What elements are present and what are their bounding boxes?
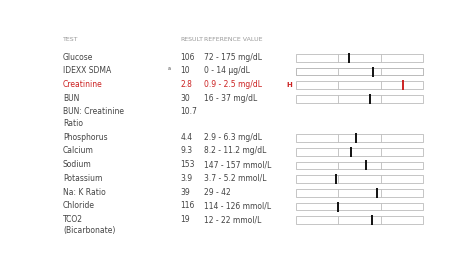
Text: 10: 10 xyxy=(181,66,190,75)
Text: 2.8: 2.8 xyxy=(181,80,192,89)
Text: Potassium: Potassium xyxy=(63,174,102,183)
Text: 3.9: 3.9 xyxy=(181,174,192,183)
Bar xyxy=(296,134,423,142)
Text: 10.7: 10.7 xyxy=(181,107,197,117)
Text: 8.2 - 11.2 mg/dL: 8.2 - 11.2 mg/dL xyxy=(204,146,267,155)
Text: RESULT: RESULT xyxy=(181,37,203,42)
Text: 2.9 - 6.3 mg/dL: 2.9 - 6.3 mg/dL xyxy=(204,133,262,142)
Text: 116: 116 xyxy=(181,201,195,210)
Bar xyxy=(296,162,423,169)
Text: Calcium: Calcium xyxy=(63,146,94,155)
Text: TEST: TEST xyxy=(63,37,78,42)
Text: 0.9 - 2.5 mg/dL: 0.9 - 2.5 mg/dL xyxy=(204,80,262,89)
Text: Creatinine: Creatinine xyxy=(63,80,103,89)
Text: Phosphorus: Phosphorus xyxy=(63,133,108,142)
Text: 30: 30 xyxy=(181,94,190,103)
Text: TCO2
(Bicarbonate): TCO2 (Bicarbonate) xyxy=(63,215,115,235)
Text: 29 - 42: 29 - 42 xyxy=(204,188,231,196)
Text: 39: 39 xyxy=(181,188,190,196)
Text: 72 - 175 mg/dL: 72 - 175 mg/dL xyxy=(204,53,262,62)
Text: BUN: BUN xyxy=(63,94,79,103)
Text: 4.4: 4.4 xyxy=(181,133,192,142)
Bar xyxy=(296,216,423,224)
Text: 12 - 22 mmol/L: 12 - 22 mmol/L xyxy=(204,215,262,224)
Bar xyxy=(296,81,423,89)
Text: 9.3: 9.3 xyxy=(181,146,192,155)
Text: 106: 106 xyxy=(181,53,195,62)
Bar xyxy=(296,68,423,75)
Text: a: a xyxy=(168,66,171,71)
Text: Na: K Ratio: Na: K Ratio xyxy=(63,188,106,196)
Bar xyxy=(296,68,338,75)
Text: Chloride: Chloride xyxy=(63,201,95,210)
Text: 0 - 14 μg/dL: 0 - 14 μg/dL xyxy=(204,66,250,75)
Text: BUN: Creatinine
Ratio: BUN: Creatinine Ratio xyxy=(63,107,124,128)
Text: Glucose: Glucose xyxy=(63,53,93,62)
Text: H: H xyxy=(286,82,292,88)
Text: 3.7 - 5.2 mmol/L: 3.7 - 5.2 mmol/L xyxy=(204,174,267,183)
Bar xyxy=(296,54,423,62)
Text: REFERENCE VALUE: REFERENCE VALUE xyxy=(204,37,263,42)
Bar xyxy=(296,189,423,197)
Bar xyxy=(296,95,423,103)
Text: 147 - 157 mmol/L: 147 - 157 mmol/L xyxy=(204,160,272,169)
Bar xyxy=(296,68,423,75)
Text: 114 - 126 mmol/L: 114 - 126 mmol/L xyxy=(204,201,272,210)
Bar xyxy=(296,175,423,183)
Bar xyxy=(296,148,423,156)
Text: Sodium: Sodium xyxy=(63,160,91,169)
Text: 16 - 37 mg/dL: 16 - 37 mg/dL xyxy=(204,94,257,103)
Text: IDEXX SDMA: IDEXX SDMA xyxy=(63,66,111,75)
Text: 19: 19 xyxy=(181,215,190,224)
Bar xyxy=(296,203,423,210)
Text: 153: 153 xyxy=(181,160,195,169)
